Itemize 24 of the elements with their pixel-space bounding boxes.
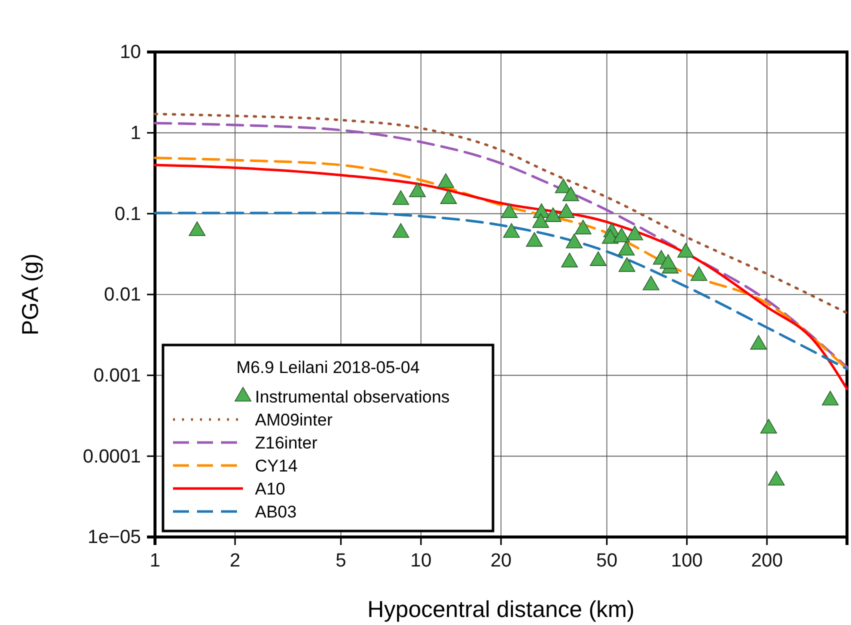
y-axis-title: PGA (g) [17, 254, 43, 336]
y-tick-label: 10 [120, 42, 141, 64]
y-tick-label: 1e−05 [88, 527, 141, 548]
x-axis-title: Hypocentral distance (km) [367, 596, 635, 622]
x-tick-label: 200 [751, 550, 783, 572]
legend-label: Instrumental observations [255, 388, 450, 406]
x-tick-label: 2 [230, 550, 240, 572]
x-tick-label: 100 [671, 550, 703, 572]
legend-label: AB03 [255, 502, 297, 522]
x-tick-label: 1 [150, 550, 160, 572]
y-tick-label: 0.0001 [82, 446, 141, 468]
y-tick-label: 0.001 [93, 365, 141, 386]
legend-label: AM09inter [255, 410, 333, 430]
x-tick-label: 5 [336, 550, 346, 572]
x-tick-label: 10 [410, 550, 432, 572]
legend-title: M6.9 Leilani 2018-05-04 [236, 358, 420, 377]
x-tick-label: 20 [490, 550, 512, 572]
y-tick-label: 1 [130, 122, 141, 144]
y-tick-label: 0.01 [104, 284, 141, 306]
x-tick-label: 50 [596, 550, 618, 572]
y-tick-label: 0.1 [114, 204, 141, 225]
legend-label: A10 [255, 480, 286, 498]
legend-label: Z16inter [255, 434, 318, 452]
legend-label: CY14 [255, 456, 298, 476]
